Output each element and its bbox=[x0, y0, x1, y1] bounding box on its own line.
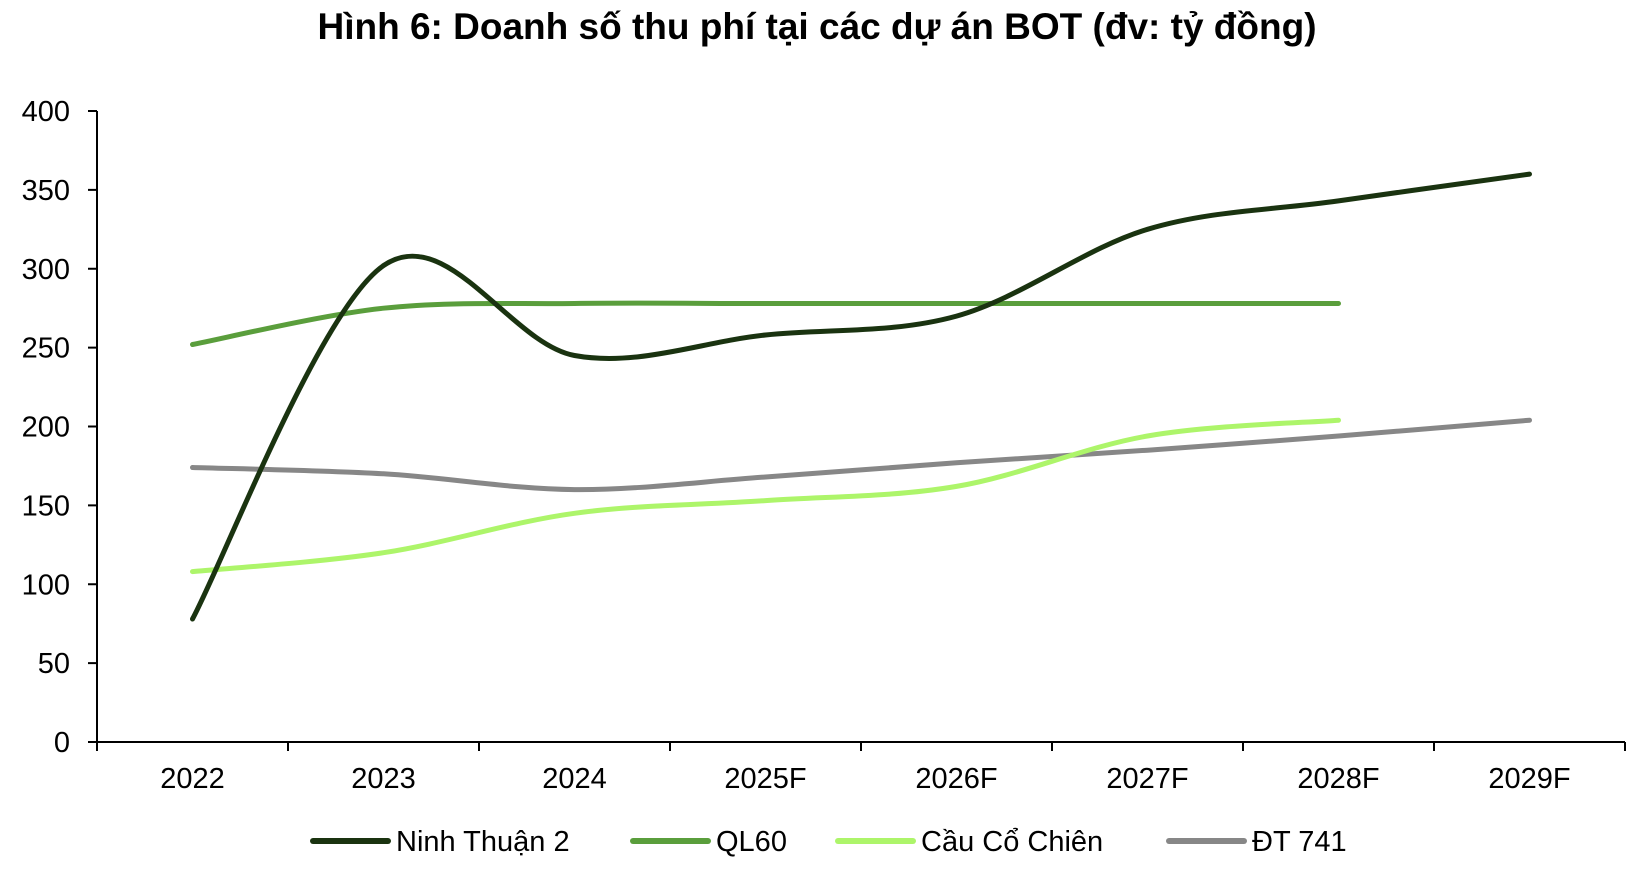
x-tick-label: 2023 bbox=[351, 763, 416, 795]
y-tick-label: 400 bbox=[22, 96, 70, 128]
series-line-2 bbox=[190, 417, 1341, 575]
y-tick-label: 200 bbox=[22, 412, 70, 444]
y-tick-label: 250 bbox=[22, 333, 70, 365]
y-tick-label: 0 bbox=[54, 727, 70, 759]
legend-label: Ninh Thuận 2 bbox=[396, 826, 570, 858]
series-line-0 bbox=[190, 171, 1532, 622]
y-tick-label: 300 bbox=[22, 254, 70, 286]
series-lines bbox=[190, 171, 1532, 622]
y-tick-label: 100 bbox=[22, 569, 70, 601]
legend-label: ĐT 741 bbox=[1252, 826, 1347, 858]
chart-title: Hình 6: Doanh số thu phí tại các dự án B… bbox=[317, 6, 1317, 47]
x-tick-label: 2025F bbox=[724, 763, 806, 795]
x-tick-label: 2026F bbox=[915, 763, 997, 795]
series-line-3 bbox=[190, 417, 1532, 493]
y-tick-label: 150 bbox=[22, 490, 70, 522]
series-line-1 bbox=[190, 300, 1341, 347]
axes: 0 50 100 150 200 250 300 350 400 2022 2023 2024 2025… bbox=[22, 96, 1626, 795]
y-tick-label: 50 bbox=[38, 648, 70, 680]
legend-label: QL60 bbox=[716, 826, 787, 858]
x-tick-label: 2027F bbox=[1106, 763, 1188, 795]
x-tick-label: 2022 bbox=[160, 763, 225, 795]
y-tick-label: 350 bbox=[22, 175, 70, 207]
x-tick-label: 2024 bbox=[542, 763, 607, 795]
legend: Ninh Thuận 2 QL60 Cầu Cổ Chiên ĐT 741 bbox=[310, 826, 1347, 858]
x-tick-label: 2029F bbox=[1488, 763, 1570, 795]
x-tick-label: 2028F bbox=[1297, 763, 1379, 795]
legend-label: Cầu Cổ Chiên bbox=[921, 826, 1103, 858]
